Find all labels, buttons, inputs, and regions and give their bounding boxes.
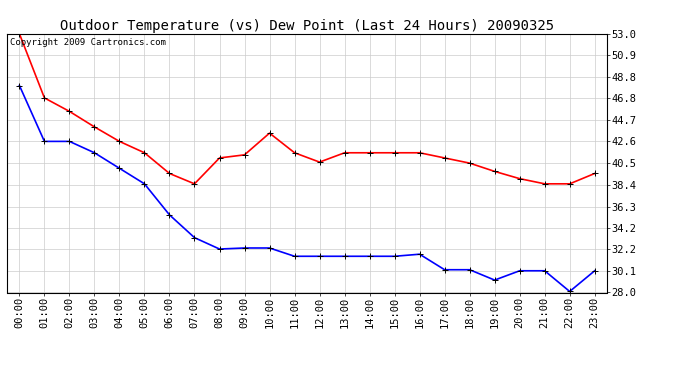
Title: Outdoor Temperature (vs) Dew Point (Last 24 Hours) 20090325: Outdoor Temperature (vs) Dew Point (Last… [60, 19, 554, 33]
Text: Copyright 2009 Cartronics.com: Copyright 2009 Cartronics.com [10, 38, 166, 46]
